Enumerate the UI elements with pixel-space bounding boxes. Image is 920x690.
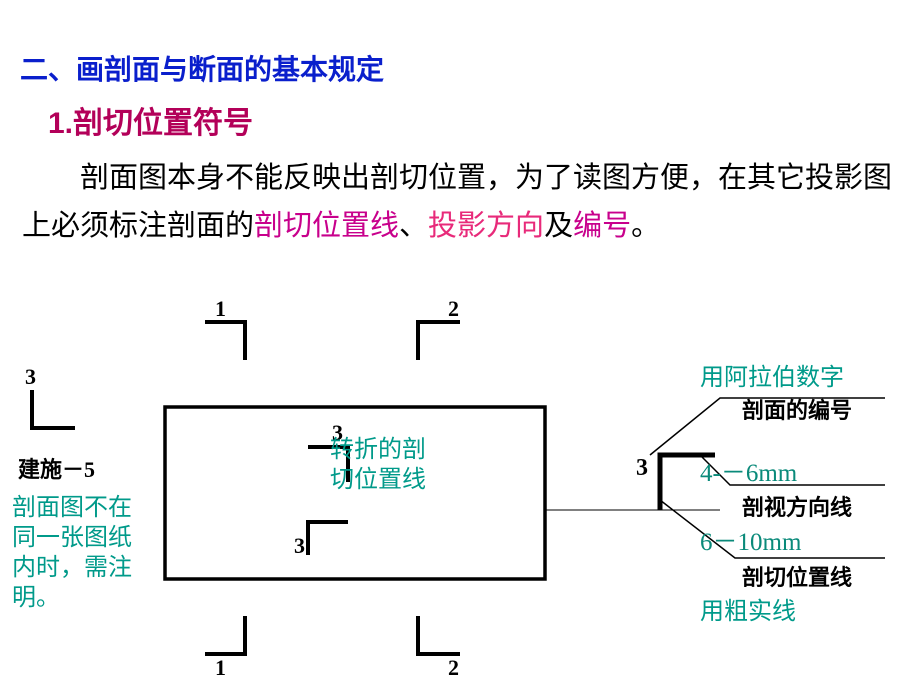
- para-t3: 及: [544, 210, 573, 242]
- ann-dim-2: 6－10mm: [700, 527, 801, 558]
- ann-label-pos: 剖切位置线: [742, 560, 852, 592]
- num-top-1: 1: [215, 300, 226, 321]
- num-left-3: 3: [25, 364, 36, 389]
- num-inner-3b: 3: [294, 533, 305, 558]
- ann-turn: 转折的剖 切位置线: [330, 435, 426, 495]
- para-t4: 。: [631, 210, 660, 242]
- ann-solid: 用粗实线: [700, 597, 796, 627]
- num-bot-1: 1: [215, 655, 226, 680]
- para-m3: 编号: [573, 210, 631, 242]
- ann-label-num: 剖面的编号: [742, 393, 852, 425]
- para-m2: 投影方向: [428, 210, 544, 242]
- num-top-2: 2: [448, 300, 459, 321]
- ann-note: 剖面图不在 同一张图纸 内时，需注 明。: [12, 493, 132, 613]
- section-heading: 二、画剖面与断面的基本规定: [20, 48, 384, 88]
- para-t2: 、: [399, 210, 428, 242]
- subsection-heading: 1.剖切位置符号: [48, 98, 253, 142]
- para-m1: 剖切位置线: [254, 210, 399, 242]
- ann-label-dir: 剖视方向线: [742, 490, 852, 522]
- num-bot-2: 2: [448, 655, 459, 680]
- ann-dim-1: 4-－6mm: [700, 458, 797, 489]
- ann-jianshi: 建施－5: [18, 452, 95, 484]
- detail-3: 3: [636, 455, 648, 481]
- ann-arabic: 用阿拉伯数字: [700, 363, 844, 393]
- body-paragraph: 剖面图本身不能反映出剖切位置，为了读图方便，在其它投影图上必须标注剖面的剖切位置…: [22, 155, 892, 251]
